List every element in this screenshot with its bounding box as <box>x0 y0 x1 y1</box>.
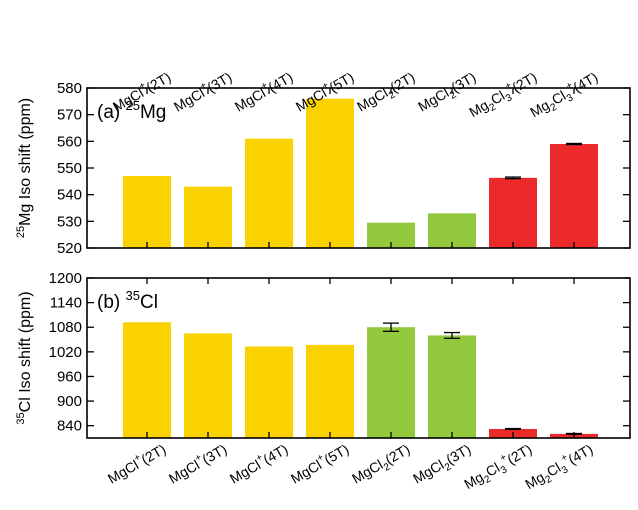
category-label-top-5: MgCl2(2T) <box>354 69 419 118</box>
cl-bar-4 <box>306 344 354 438</box>
mg-ytick-label-4: 550 <box>57 160 82 177</box>
mg-ytick-label-5: 560 <box>57 133 82 150</box>
cl-bar-1 <box>123 322 171 438</box>
cl-plot-frame <box>86 277 631 439</box>
mg-error-bar-7 <box>505 176 521 180</box>
category-label-top-7: Mg2Cl3+(2T) <box>465 67 541 124</box>
cl-panel-label: (b) 35Cl <box>97 288 158 313</box>
mg-y-axis-label: 25Mg Iso shift (ppm) <box>15 98 34 238</box>
cl-ytick-label-4: 1020 <box>49 344 82 361</box>
mg-ytick-label-7: 580 <box>57 80 82 97</box>
cl-ytick-label-6: 1140 <box>50 295 82 312</box>
cl-bar-5 <box>367 327 415 438</box>
cl-ytick-label-2: 900 <box>57 393 82 410</box>
category-label-top-3: MgCl+(4T) <box>231 67 296 115</box>
cl-ytick-label-3: 960 <box>57 368 82 385</box>
cl-error-bar-6 <box>444 331 460 339</box>
category-label-bottom-4: MgCl+(5T) <box>287 439 352 487</box>
mg-ytick-label-2: 530 <box>57 213 82 230</box>
cl-ytick-label-7: 1200 <box>49 270 82 287</box>
mg-bar-4 <box>306 98 354 249</box>
mg-bar-2 <box>184 186 232 248</box>
category-label-bottom-6: MgCl2(3T) <box>410 441 475 490</box>
category-label-bottom-2: MgCl+(3T) <box>165 439 230 487</box>
mg-ytick-label-3: 540 <box>57 187 82 204</box>
category-label-bottom-7: Mg2Cl3+(2T) <box>460 439 536 496</box>
category-label-bottom-8: Mg2Cl3+(4T) <box>521 439 597 496</box>
cl-error-bar-7 <box>505 427 521 431</box>
cl-ytick-label-1: 840 <box>57 418 82 435</box>
mg-bar-8 <box>550 144 598 248</box>
mg-error-bar-8 <box>566 142 582 146</box>
cl-bar-3 <box>245 346 293 438</box>
category-label-top-2: MgCl+(3T) <box>170 67 235 115</box>
category-label-top-8: Mg2Cl3+(4T) <box>526 67 602 124</box>
cl-error-bar-5 <box>383 322 399 332</box>
cl-ytick-label-5: 1080 <box>49 319 82 336</box>
mg-panel-label: (a) 25Mg <box>97 98 166 123</box>
cl-bar-6 <box>428 335 476 438</box>
mg-ytick-label-1: 520 <box>57 240 82 257</box>
cl-y-axis-label: 35Cl Iso shift (ppm) <box>15 291 34 424</box>
mg-ytick-label-6: 570 <box>57 107 82 124</box>
category-label-bottom-5: MgCl2(2T) <box>349 441 414 490</box>
category-label-bottom-1: MgCl+(2T) <box>104 439 169 487</box>
mg-bar-1 <box>123 176 171 248</box>
category-label-bottom-3: MgCl+(4T) <box>226 439 291 487</box>
mg-bar-7 <box>489 177 537 248</box>
cl-bar-2 <box>184 333 232 438</box>
mg-bar-3 <box>245 138 293 248</box>
